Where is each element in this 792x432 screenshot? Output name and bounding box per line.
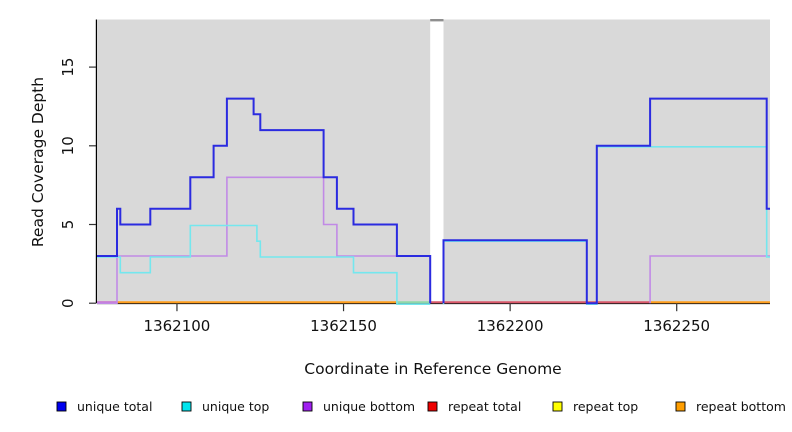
series-line-unique-total	[442, 97, 770, 305]
y-tick-label: 5	[59, 220, 77, 230]
x-tick-label: 1362200	[477, 317, 544, 335]
legend-item-repeat-total: repeat total	[427, 399, 521, 414]
y-axis-title: Read Coverage Depth	[29, 77, 47, 247]
y-tick-label: 0	[59, 298, 77, 308]
legend-label-repeat-top: repeat top	[573, 399, 638, 414]
legend-swatch-unique-bottom	[302, 401, 313, 412]
legend-swatch-unique-total	[56, 401, 67, 412]
legend-item-unique-total: unique total	[56, 399, 152, 414]
y-tick-label: 10	[59, 136, 77, 155]
legend-item-unique-top: unique top	[181, 399, 269, 414]
legend-item-repeat-top: repeat top	[552, 399, 638, 414]
legend-label-unique-total: unique total	[77, 399, 152, 414]
x-tick-label: 1362250	[643, 317, 710, 335]
x-tick-label: 1362100	[144, 317, 211, 335]
series-line-unique-top	[97, 224, 431, 305]
x-tick-label: 1362150	[310, 317, 377, 335]
legend-label-unique-bottom: unique bottom	[323, 399, 415, 414]
y-tick-label: 15	[59, 58, 77, 77]
legend-swatch-repeat-total	[427, 401, 438, 412]
legend-item-unique-bottom: unique bottom	[302, 399, 415, 414]
x-axis-title: Coordinate in Reference Genome	[304, 360, 561, 378]
gap-band	[430, 19, 444, 302]
legend-label-repeat-bottom: repeat bottom	[696, 399, 786, 414]
series-line-unique-total	[97, 97, 432, 304]
legend-swatch-unique-top	[181, 401, 192, 412]
legend-swatch-repeat-bottom	[675, 401, 686, 412]
legend-swatch-repeat-top	[552, 401, 563, 412]
legend: unique total unique top unique bottom repea…	[56, 399, 786, 414]
gap-band-top-edge	[430, 19, 444, 22]
legend-label-unique-top: unique top	[202, 399, 269, 414]
legend-label-repeat-total: repeat total	[448, 399, 521, 414]
series-line-unique-bottom	[649, 255, 770, 304]
legend-item-repeat-bottom: repeat bottom	[675, 399, 786, 414]
